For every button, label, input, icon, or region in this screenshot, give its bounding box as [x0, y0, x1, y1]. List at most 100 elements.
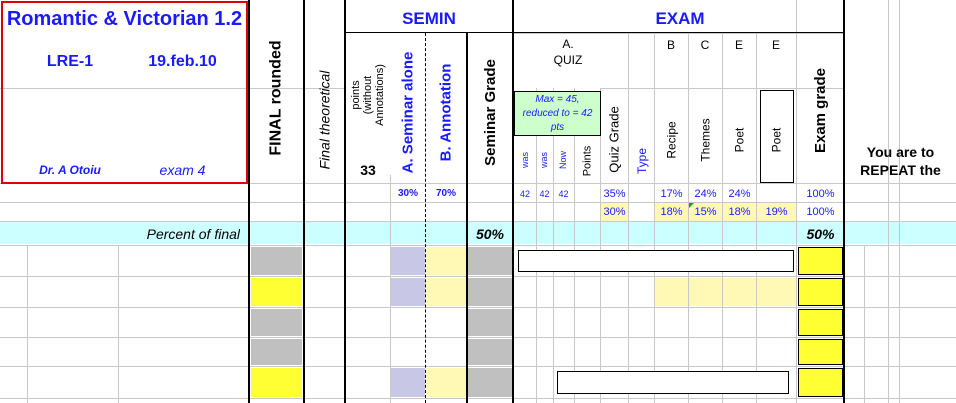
poet-box: [760, 90, 794, 183]
quiz-grade-header: Quiz Grade: [607, 105, 623, 173]
quiz-grade: [601, 277, 628, 307]
percent-of-final-label: Percent of final: [146, 225, 240, 242]
teacher-name: Dr. A Otoiu: [39, 163, 101, 177]
exam-date: 19.feb.10: [148, 53, 217, 70]
max-now: 42: [558, 188, 569, 199]
quiz-note: Max = 45, reduced to = 42 pts: [514, 91, 601, 136]
quiz-grade: [601, 308, 628, 337]
poet2-pct-2: 19%: [757, 203, 796, 221]
final-grade: [251, 278, 302, 306]
student-name: [121, 308, 248, 337]
was-header-1: was: [519, 151, 530, 169]
repeat-dash: [845, 367, 902, 398]
poet-header-1: Poet: [732, 127, 747, 153]
final-theoretical-header: Final theoretical: [316, 70, 333, 170]
col-b-header: B: [666, 38, 675, 52]
themes-score: [689, 309, 722, 336]
seminar-grade: [468, 368, 512, 397]
student-name: [121, 246, 248, 276]
themes-pct-2: 15%: [689, 203, 722, 221]
repeat-dash: [845, 308, 902, 337]
recipe-score: [655, 339, 688, 365]
student-surname: [30, 308, 118, 337]
poet-score: [723, 278, 756, 306]
group-code: [0, 246, 27, 276]
exam-pct-1: 100%: [806, 187, 835, 200]
repeat-header: You are to REPEAT the: [860, 144, 941, 178]
poet-pct-1: 24%: [728, 187, 751, 200]
exam-grade-header: Exam grade: [812, 67, 830, 153]
student-surname: [30, 246, 118, 276]
seminar-grade: [468, 247, 512, 275]
grade-note: [557, 371, 789, 394]
student-surname: [30, 277, 118, 307]
points-quiz-header: Points: [581, 145, 594, 177]
quiz-was-2: [536, 308, 553, 337]
comment-marker: [689, 203, 694, 208]
poet-score: [723, 339, 756, 365]
final-rounded-header: FINAL rounded: [267, 39, 285, 156]
quiz-letter: A.: [562, 37, 574, 51]
final-theoretical: [305, 308, 343, 337]
col-e1-header: E: [734, 38, 743, 52]
exam-grade: [798, 247, 843, 275]
quiz-now: [553, 277, 574, 307]
repeat-dash: [845, 277, 902, 307]
exam-grade: [798, 278, 843, 306]
poet-pct-2: 18%: [723, 203, 756, 221]
quiz-was-1: [514, 308, 536, 337]
poet-score: [723, 309, 756, 336]
final-theoretical: [305, 367, 343, 398]
semin-header: SEMIN: [402, 9, 456, 28]
student-surname: [30, 338, 118, 366]
annotation-header: B. Annotation: [437, 63, 455, 162]
grade-note: [518, 250, 794, 272]
seminar-alone: [391, 247, 425, 275]
annotation-score: [426, 278, 466, 306]
annotation-score: [426, 247, 466, 275]
group-code: [0, 338, 27, 366]
exam-grade: [798, 368, 843, 397]
type-header: Type: [634, 147, 649, 175]
group-code: [0, 277, 27, 307]
group-code: [0, 308, 27, 337]
exam-number: exam 4: [159, 162, 206, 178]
repeat-value: [902, 367, 956, 398]
seminar-points: [346, 277, 390, 307]
max-was-1: 42: [519, 188, 530, 199]
final-theoretical: [305, 246, 343, 276]
seminar-alone-header: A. Seminar alone: [399, 51, 417, 174]
seminar-grade: [468, 339, 512, 365]
seminar-alone: [391, 368, 425, 397]
quiz-points: [574, 277, 600, 307]
col-c-header: C: [700, 38, 710, 52]
seminar-grade: [468, 309, 512, 336]
exam-share: 50%: [806, 225, 835, 242]
themes-pct-1: 24%: [694, 187, 717, 200]
points-header: points (without Annotations): [350, 64, 387, 126]
title-box: [1, 1, 248, 184]
final-grade: [251, 247, 302, 275]
repeat-value: [902, 246, 956, 276]
group-code: LRE-1: [46, 53, 94, 70]
exam-grade: [798, 309, 843, 336]
annotation-score: [426, 368, 466, 397]
recipe-pct-2: 18%: [655, 203, 688, 221]
repeat-value: [902, 308, 956, 337]
annotation-pct: 70%: [435, 188, 456, 199]
repeat-value: [902, 338, 956, 366]
seminar-alone: [391, 278, 425, 306]
quiz-points: [574, 338, 600, 366]
seminar-points: [346, 367, 390, 398]
themes-score: [689, 339, 722, 365]
now-header: Now: [558, 150, 569, 170]
quiz-points: [574, 308, 600, 337]
repeat-dash: [845, 246, 902, 276]
themes-score: [689, 278, 722, 306]
group-code: [0, 367, 27, 398]
seminar-points: [346, 246, 390, 276]
final-theoretical: [305, 277, 343, 307]
points-total: 33: [360, 162, 376, 178]
seminar-alone-pct: 30%: [397, 188, 418, 199]
repeat-dash: [845, 338, 902, 366]
